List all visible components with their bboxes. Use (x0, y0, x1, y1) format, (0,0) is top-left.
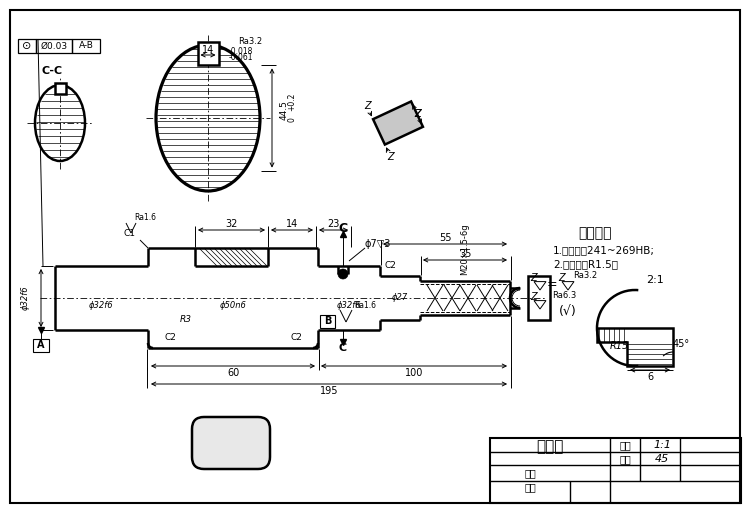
Text: 23: 23 (327, 219, 339, 229)
Text: Z: Z (388, 152, 394, 162)
Text: Ra3.2: Ra3.2 (238, 36, 263, 46)
Bar (55, 83, 65, 94)
Bar (198, 42, 219, 65)
Text: 44.5: 44.5 (279, 100, 288, 120)
Text: 技术要求: 技术要求 (578, 226, 612, 240)
Text: ϕ7▽3: ϕ7▽3 (365, 239, 391, 249)
Text: -0.018: -0.018 (228, 47, 253, 55)
Text: C1: C1 (124, 229, 136, 239)
Text: 60: 60 (227, 368, 239, 378)
Text: 输出轴: 输出轴 (536, 440, 564, 455)
Text: 55: 55 (439, 233, 451, 243)
Text: 14: 14 (286, 219, 298, 229)
Circle shape (338, 269, 348, 279)
Text: (√): (√) (559, 306, 577, 319)
Text: 材料: 材料 (619, 454, 631, 464)
Bar (18, 39, 36, 53)
Text: R15: R15 (609, 341, 629, 351)
Text: +0.2: +0.2 (288, 93, 297, 111)
Text: ϕ32f6: ϕ32f6 (336, 302, 361, 310)
Text: C2: C2 (164, 333, 176, 343)
Text: 45°: 45° (672, 339, 689, 349)
Text: 45: 45 (655, 454, 669, 464)
Text: C: C (339, 222, 348, 234)
Text: ϕ50n6: ϕ50n6 (219, 302, 246, 310)
Text: A: A (38, 341, 45, 350)
Text: 35: 35 (459, 249, 471, 259)
Text: 1:1: 1:1 (653, 440, 671, 450)
Text: C-C: C-C (41, 66, 62, 76)
Text: C2: C2 (384, 262, 396, 270)
Text: 制图: 制图 (524, 468, 536, 478)
Text: C2: C2 (290, 333, 302, 343)
Text: Z: Z (363, 102, 370, 111)
Text: Z: Z (531, 292, 537, 302)
Bar (33, 339, 49, 352)
Text: 审核: 审核 (524, 482, 536, 492)
Text: Ra6.3: Ra6.3 (552, 290, 576, 300)
Text: ϕ32f6: ϕ32f6 (20, 286, 29, 310)
Text: Ø0.03: Ø0.03 (41, 42, 68, 50)
Text: Ra3.2: Ra3.2 (573, 271, 597, 281)
Text: Z: Z (531, 273, 537, 283)
Text: R3: R3 (180, 315, 192, 325)
Bar (72, 39, 100, 53)
Text: 100: 100 (405, 368, 423, 378)
Text: 6: 6 (647, 372, 653, 382)
Bar (36, 39, 72, 53)
Bar (528, 276, 550, 320)
Text: 14: 14 (202, 45, 214, 55)
Text: Ra1.6: Ra1.6 (134, 212, 156, 222)
Text: M20×1.5-6g: M20×1.5-6g (460, 223, 469, 275)
Polygon shape (373, 102, 423, 145)
Text: ϕ27: ϕ27 (392, 293, 408, 303)
Text: A-B: A-B (79, 42, 93, 50)
Bar (320, 315, 335, 328)
Text: 1.调质处理241~269HB;: 1.调质处理241~269HB; (553, 245, 655, 255)
Text: Z: Z (414, 109, 421, 119)
Text: 2:1: 2:1 (646, 275, 664, 285)
Text: B: B (324, 317, 331, 326)
Text: 0: 0 (288, 117, 297, 123)
Text: 2.未注圆角R1.5。: 2.未注圆角R1.5。 (553, 259, 618, 269)
Text: Z: Z (559, 273, 566, 283)
Text: =: = (547, 279, 557, 291)
Text: Ra1.6: Ra1.6 (354, 302, 376, 310)
Text: 比例: 比例 (619, 440, 631, 450)
Text: 195: 195 (320, 386, 338, 396)
FancyBboxPatch shape (192, 417, 270, 469)
Bar (490, 438, 741, 503)
Text: Z: Z (414, 109, 421, 119)
Text: ϕ32f6: ϕ32f6 (89, 302, 113, 310)
Text: ⊙: ⊙ (23, 41, 32, 51)
Text: C: C (339, 343, 347, 353)
Text: 32: 32 (225, 219, 237, 229)
Text: -0.061: -0.061 (228, 53, 253, 63)
